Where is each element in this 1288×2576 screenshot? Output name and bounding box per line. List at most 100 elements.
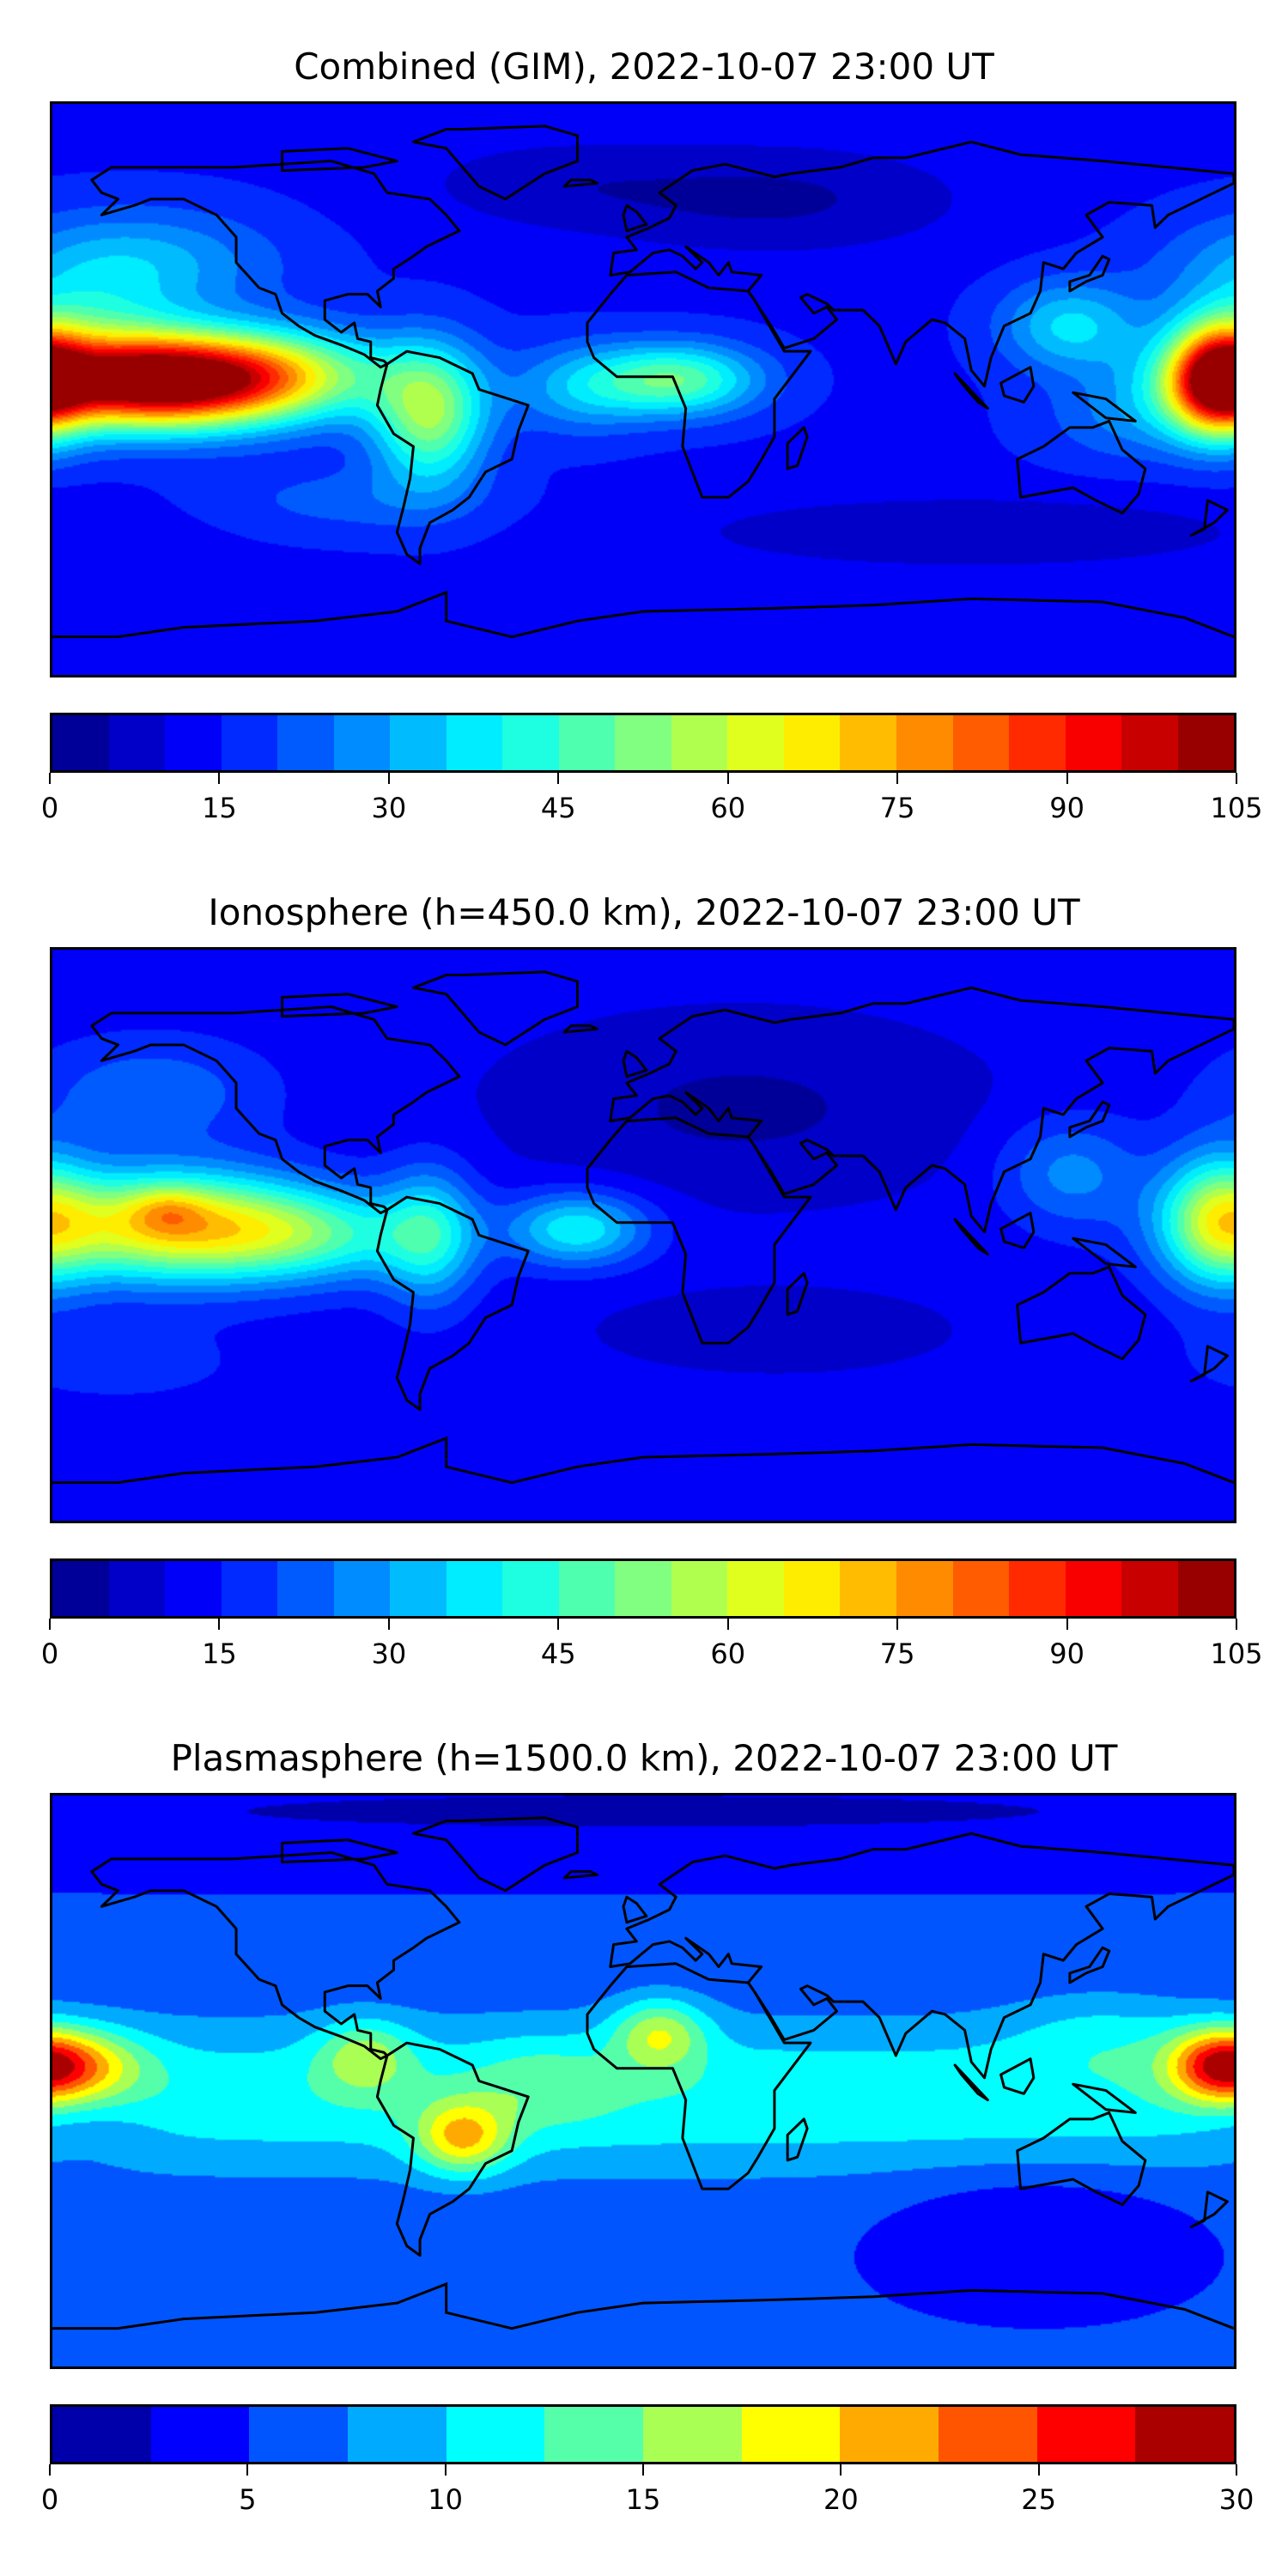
colorbar-segment [727,715,784,770]
colorbar-segment [840,2407,939,2462]
colorbar-segment [783,715,841,770]
colorbar-segment [1065,715,1122,770]
colorbar-ticks: 0 15 30 45 60 75 90 105 [41,1619,1263,1670]
colorbar-segment [446,1561,503,1616]
colorbar-segment [558,1561,616,1616]
coastline [283,1840,398,1862]
colorbar-tick-label: 90 [1049,792,1084,824]
coastline [1073,392,1136,421]
tec-contour-field [52,950,1234,1521]
colorbar-segment [783,1561,841,1616]
coastline [787,1273,807,1315]
colorbar-tick-mark [49,1619,51,1630]
coastline [1191,501,1227,536]
colorbar-segment [1036,2407,1136,2462]
colorbar-tick-label: 15 [202,792,237,824]
colorbar-segment [108,715,166,770]
colorbar-segment [249,2407,349,2462]
coastline [587,1118,811,1343]
colorbar [50,2404,1236,2464]
colorbar-tick-mark [49,2464,51,2476]
chart-title: Ionosphere (h=450.0 km), 2022-10-07 23:0… [208,891,1080,933]
coastline [1070,1102,1109,1137]
coastline [92,161,459,368]
colorbar-segment [558,715,616,770]
colorbar-segment [727,1561,784,1616]
coastline-antarctica [52,1438,1234,1483]
colorbar-segment [896,1561,953,1616]
colorbar-tick-label: 30 [371,1637,407,1670]
coastlines [52,950,1234,1521]
colorbar-segment [150,2407,250,2462]
coastline [1001,2059,1034,2094]
colorbar-tick-mark [1066,773,1068,784]
coastline [587,1964,811,2189]
colorbar-tick-label: 60 [710,792,746,824]
coastline [955,1219,987,1255]
coastline [955,374,987,409]
colorbar-segment [615,715,671,770]
colorbar-tick-mark [1236,2464,1237,2476]
colorbar-ticks: 0 5 10 15 20 25 30 [41,2464,1254,2516]
colorbar-tick-mark [444,2464,447,2476]
coastline [564,1872,597,1878]
coastline [1073,2084,1136,2112]
colorbar-segment [277,1561,334,1616]
colorbar-tick-label: 0 [40,2483,59,2516]
colorbar [50,1558,1236,1619]
colorbar-ticks: 0 15 30 45 60 75 90 105 [41,773,1263,824]
colorbar-segment [333,715,391,770]
coastline [623,205,647,231]
colorbar-segment [952,715,1010,770]
colorbar-segment [1121,1561,1178,1616]
colorbar-segment [1177,1561,1235,1616]
colorbar-tick-label: 90 [1049,1637,1084,1670]
colorbar-segment [446,715,503,770]
coastline [413,1818,577,1891]
colorbar-tick-label: 30 [371,792,407,824]
coastline [1018,2112,1145,2204]
colorbar-segment [952,1561,1010,1616]
colorbar-segment [52,715,109,770]
coastline-antarctica [52,2284,1234,2329]
chart-title: Combined (GIM), 2022-10-07 23:00 UT [294,46,994,88]
colorbar-segment [1065,1561,1122,1616]
colorbar-segment [221,715,278,770]
chart-title: Plasmasphere (h=1500.0 km), 2022-10-07 2… [170,1737,1118,1779]
colorbar-segment [52,2407,151,2462]
colorbar-tick-mark [642,2464,644,2476]
colorbar-tick-mark [557,1619,560,1630]
coastline [1070,256,1109,291]
colorbar-segment [741,2407,841,2462]
coastline [1073,1238,1136,1267]
colorbar-segment [390,715,447,770]
colorbar-segment [446,2407,545,2462]
coastline [787,428,807,469]
colorbar-tick-label: 15 [625,2483,661,2516]
coastline [1070,1947,1109,1983]
coastlines [52,104,1234,675]
coastline [1191,2192,1227,2227]
coastline-antarctica [52,592,1234,637]
coastline [413,126,577,199]
colorbar-tick-label: 30 [1218,2483,1255,2516]
coastline [587,272,811,497]
coastline [564,1026,597,1032]
panel-combined: Combined (GIM), 2022-10-07 23:00 UT 0 15 3… [0,0,1288,846]
coastline [1001,1213,1034,1249]
coastline [1018,1267,1145,1358]
coastline [1191,1346,1227,1382]
colorbar-tick-label: 0 [40,1637,59,1670]
colorbar-tick-label: 20 [823,2483,859,2516]
coastline [1001,368,1034,403]
coastline [611,1833,1234,2077]
colorbar-segment [390,1561,447,1616]
tec-contour-field [52,1795,1234,2366]
colorbar-tick-mark [1037,2464,1040,2476]
coastline [92,1007,459,1213]
coastline [623,1897,647,1923]
colorbar-segment [1121,715,1178,770]
coastline [564,180,597,186]
colorbar [50,713,1236,773]
colorbar-segment [840,715,896,770]
